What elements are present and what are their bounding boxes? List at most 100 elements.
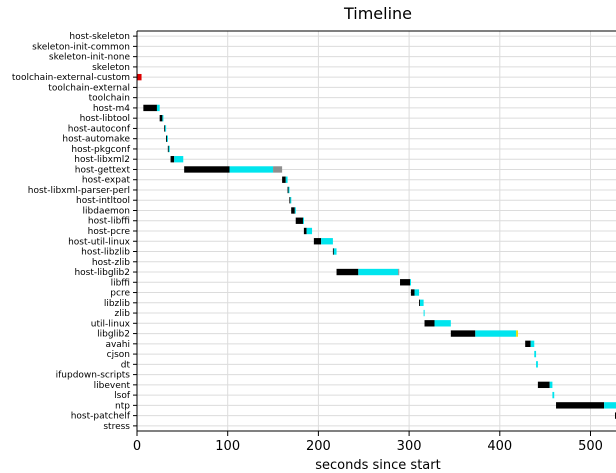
- bar-segment-configure: [164, 125, 166, 132]
- bar-segment-configure: [556, 402, 605, 409]
- y-tick-label: libevent: [94, 381, 131, 391]
- bar-segment-build: [552, 391, 555, 399]
- axes: [133, 30, 616, 436]
- bar-segment-configure: [537, 381, 550, 389]
- bar-segment-configure: [167, 145, 169, 153]
- bar-segment-configure: [289, 197, 291, 204]
- bar-segment-configure: [424, 320, 435, 327]
- y-tick-label: toolchain: [89, 94, 130, 104]
- y-tick-label: skeleton: [92, 63, 130, 73]
- bar-segment-build: [156, 104, 160, 112]
- bar-segment-build: [475, 330, 517, 337]
- bar-segment-build: [530, 340, 535, 347]
- bar-segment-configure: [410, 289, 415, 296]
- bar-segment-build: [290, 197, 292, 204]
- y-tick-label: host-libglib2: [74, 268, 130, 278]
- y-tick-label: host-libzlib: [81, 248, 130, 258]
- x-axis-label: seconds since start: [315, 458, 440, 473]
- y-tick-label: util-linux: [91, 319, 131, 329]
- bar-segment-build: [321, 238, 333, 245]
- y-tick-label: zlib: [115, 309, 131, 319]
- y-tick-label: host-libffi: [88, 217, 130, 227]
- bar-segment-build: [294, 207, 296, 214]
- bar-segment-build: [302, 217, 304, 224]
- bar-segment-build: [306, 227, 313, 235]
- y-tick-label: host-automake: [62, 135, 130, 145]
- y-tick-label: host-util-linux: [68, 237, 131, 247]
- bar-segment-build: [434, 320, 451, 327]
- bar-segment-configure: [313, 238, 322, 245]
- y-tick-label: stress: [103, 422, 130, 432]
- y-tick-label: host-zlib: [92, 258, 130, 268]
- bar-segment-build: [229, 166, 274, 173]
- y-tick-label: host-gettext: [75, 165, 131, 175]
- y-tick-label: host-skeleton: [69, 32, 130, 42]
- bar-segment-build: [162, 115, 164, 122]
- x-tick-labels: 0 100 200 300 400 500: [133, 439, 603, 454]
- bars: [137, 73, 616, 419]
- bar-segment-install: [398, 268, 400, 276]
- bar-segment-configure: [400, 279, 411, 286]
- bar-segment-build: [358, 268, 399, 276]
- y-tick-label: toolchain-external: [48, 83, 130, 93]
- y-tick-label: host-intltool: [76, 196, 130, 206]
- bar-segment-configure: [332, 248, 334, 255]
- y-tick-label: pcre: [110, 289, 130, 299]
- y-tick-label: ifupdown-scripts: [56, 371, 131, 381]
- y-tick-labels: host-skeletonskeleton-init-commonskeleto…: [12, 32, 131, 432]
- y-tick-label: host-autoconf: [68, 124, 131, 134]
- y-tick-label: host-libtool: [80, 114, 130, 124]
- y-tick-label: libglib2: [97, 330, 130, 340]
- bar-segment-configure: [336, 268, 359, 276]
- bar-segment-configure: [282, 176, 286, 183]
- bar-segment-build: [165, 125, 167, 132]
- y-tick-label: skeleton-init-common: [32, 42, 130, 52]
- chart-title: Timeline: [343, 4, 412, 23]
- y-tick-label: host-patchelf: [71, 412, 131, 422]
- y-tick-label: libffi: [111, 278, 130, 288]
- y-tick-label: libdaemon: [83, 206, 130, 216]
- y-tick-label: host-pcre: [88, 227, 131, 237]
- y-tick-label: host-pkgconf: [71, 145, 130, 155]
- bar-segment-configure: [525, 340, 531, 347]
- y-tick-label: lsof: [114, 391, 131, 401]
- x-tick-label: 300: [397, 439, 422, 454]
- y-tick-label: host-libxml2: [74, 155, 130, 165]
- bar-segment-configure: [303, 227, 307, 235]
- bar-segment-configure: [159, 115, 163, 122]
- x-tick-label: 0: [133, 439, 141, 454]
- y-tick-label: host-expat: [82, 176, 131, 186]
- bar-segment-build: [174, 156, 184, 163]
- bar-segment-build: [168, 145, 170, 153]
- bar-segment-build: [549, 381, 553, 389]
- bar-segment-configure: [450, 330, 476, 337]
- grid-lines: [136, 31, 616, 431]
- bar-segment-configure: [170, 156, 175, 163]
- y-tick-label: libzlib: [104, 299, 130, 309]
- bar-segment-configure: [166, 135, 168, 142]
- x-tick-label: 400: [487, 439, 512, 454]
- bar-segment-configure: [143, 104, 157, 112]
- bar-segment-error: [137, 73, 142, 81]
- bar-segment-configure: [184, 166, 230, 173]
- y-tick-label: host-libxml-parser-perl: [28, 186, 130, 196]
- x-tick-label: 100: [215, 439, 240, 454]
- y-tick-label: dt: [121, 360, 131, 370]
- bar-segment-build: [419, 299, 424, 306]
- bar-segment-build: [166, 135, 168, 142]
- y-tick-label: avahi: [105, 340, 130, 350]
- bar-segment-build: [410, 279, 412, 286]
- bar-segment-build: [414, 289, 420, 296]
- y-tick-label: skeleton-init-none: [49, 53, 131, 63]
- y-tick-label: ntp: [115, 401, 130, 411]
- x-tick-label: 200: [306, 439, 331, 454]
- y-tick-label: toolchain-external-custom: [12, 73, 130, 83]
- bar-segment-build: [534, 350, 537, 358]
- bar-segment-configure: [295, 217, 303, 224]
- y-tick-label: host-m4: [93, 104, 130, 114]
- bar-segment-configure: [287, 186, 289, 194]
- bar-segment-build: [423, 309, 425, 317]
- bar-segment-extract: [516, 330, 518, 337]
- bar-segment-build: [285, 176, 288, 183]
